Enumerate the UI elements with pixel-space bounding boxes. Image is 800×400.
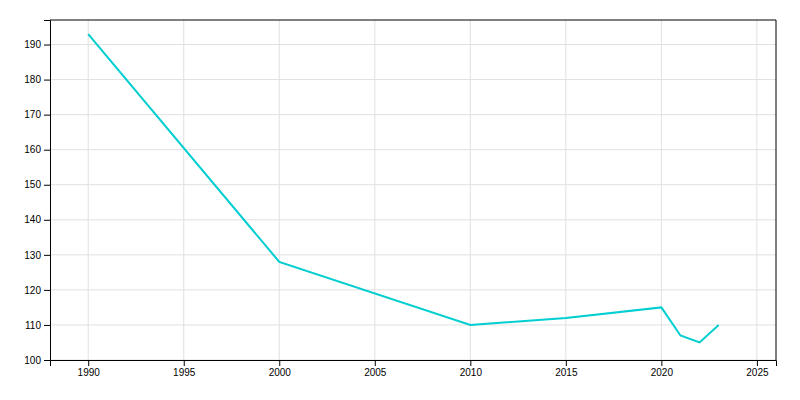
x-tick-mark xyxy=(661,360,662,366)
x-tick: 2020 xyxy=(651,360,674,378)
x-grid-line xyxy=(183,20,184,360)
x-tick-label: 2000 xyxy=(269,367,292,378)
y-tick: 150 xyxy=(24,179,50,190)
x-tick-label: 2025 xyxy=(746,367,769,378)
y-grid-line xyxy=(50,44,776,45)
y-axis: 100 110 120 130 140 150 160 170 180 190 xyxy=(24,21,50,366)
y-tick-mark xyxy=(44,80,50,81)
x-tick: 2010 xyxy=(460,360,483,378)
y-tick-label: 140 xyxy=(24,214,41,225)
x-tick: 2000 xyxy=(269,360,292,378)
y-tick-label: 160 xyxy=(24,144,41,155)
y-tick-label: 190 xyxy=(24,39,41,50)
grid xyxy=(50,20,776,360)
x-grid-line xyxy=(565,20,566,360)
y-tick-mark xyxy=(44,115,50,116)
y-grid-line xyxy=(50,79,776,80)
y-tick: 160 xyxy=(24,144,50,155)
x-tick-mark xyxy=(184,360,185,366)
y-tick-label: 120 xyxy=(24,285,41,296)
y-tick: 100 xyxy=(24,355,50,366)
x-tick: 2005 xyxy=(364,360,387,378)
x-axis: 1990 1995 2000 2005 2010 2015 2020 2025 xyxy=(51,360,777,378)
x-grid-line xyxy=(756,20,757,360)
y-grid-line xyxy=(50,114,776,115)
y-grid-line xyxy=(50,184,776,185)
y-grid-line xyxy=(50,149,776,150)
x-tick-mark xyxy=(279,360,280,366)
y-grid-line xyxy=(50,254,776,255)
y-tick: 140 xyxy=(24,214,50,225)
marks xyxy=(88,34,718,342)
y-tick-mark xyxy=(44,325,50,326)
y-tick: 170 xyxy=(24,109,50,120)
y-tick-mark xyxy=(44,360,50,361)
x-grid-line xyxy=(470,20,471,360)
y-tick-label: 170 xyxy=(24,109,41,120)
y-tick-mark xyxy=(44,255,50,256)
frame-right xyxy=(776,20,777,360)
x-tick-label: 2005 xyxy=(364,367,387,378)
x-tick: 2015 xyxy=(555,360,578,378)
y-grid-line xyxy=(50,219,776,220)
chart-container: 1990 1995 2000 2005 2010 2015 2020 2025 100 110 12… xyxy=(0,0,800,400)
x-tick-mark xyxy=(88,360,89,366)
frame-top xyxy=(50,20,776,21)
y-tick-label: 180 xyxy=(24,74,41,85)
x-grid-line xyxy=(279,20,280,360)
y-tick-mark xyxy=(44,150,50,151)
y-tick-mark xyxy=(44,220,50,221)
x-tick-label: 1995 xyxy=(173,367,196,378)
x-tick: 1990 xyxy=(78,360,101,378)
y-tick: 120 xyxy=(24,285,50,296)
y-tick-label: 150 xyxy=(24,179,41,190)
x-tick-label: 1990 xyxy=(78,367,101,378)
y-grid-line xyxy=(50,324,776,325)
x-tick-label: 2020 xyxy=(651,367,674,378)
y-tick: 180 xyxy=(24,74,50,85)
y-tick: 110 xyxy=(25,320,50,331)
x-tick-mark xyxy=(757,360,758,366)
x-grid-line xyxy=(88,20,89,360)
y-tick-mark xyxy=(44,290,50,291)
y-tick: 130 xyxy=(24,250,50,261)
data-line xyxy=(88,34,718,342)
x-grid-line xyxy=(374,20,375,360)
y-tick-label: 100 xyxy=(24,355,41,366)
x-tick-label: 2010 xyxy=(460,367,483,378)
y-tick: 190 xyxy=(24,39,50,50)
y-tick-mark xyxy=(44,45,50,46)
x-tick-label: 2015 xyxy=(555,367,578,378)
x-tick-mark xyxy=(470,360,471,366)
x-tick-mark xyxy=(566,360,567,366)
x-tick: 2025 xyxy=(746,360,769,378)
plot-area: 1990 1995 2000 2005 2010 2015 2020 2025 100 110 12… xyxy=(24,20,776,378)
x-axis-line xyxy=(51,361,777,367)
y-axis-line xyxy=(44,21,51,361)
x-tick: 1995 xyxy=(173,360,196,378)
x-tick-mark xyxy=(375,360,376,366)
y-tick-mark xyxy=(44,185,50,186)
y-tick-label: 110 xyxy=(25,320,41,331)
y-tick-label: 130 xyxy=(24,250,41,261)
chart-svg: 1990 1995 2000 2005 2010 2015 2020 2025 100 110 12… xyxy=(0,0,800,400)
y-grid-line xyxy=(50,289,776,290)
